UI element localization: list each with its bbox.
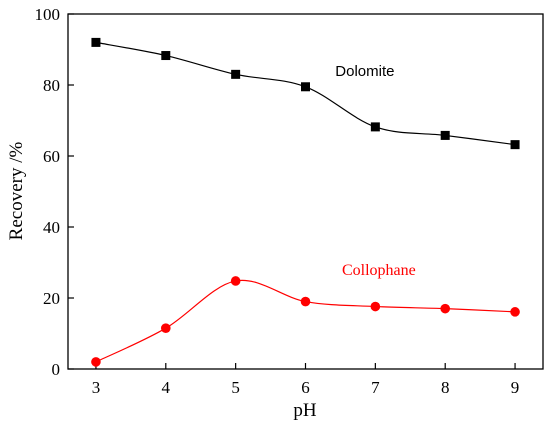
data-point — [91, 357, 101, 367]
data-point — [440, 130, 450, 140]
data-point — [370, 122, 380, 132]
data-point — [91, 37, 101, 47]
x-tick-label: 9 — [511, 378, 520, 397]
data-point — [231, 69, 241, 79]
y-axis-title: Recovery /% — [6, 142, 27, 241]
data-point — [161, 51, 171, 61]
data-point — [510, 307, 520, 317]
data-point — [301, 82, 310, 92]
x-tick-label: 8 — [441, 378, 450, 397]
series-dolomite — [91, 37, 520, 150]
series-label-collophane: Collophane — [342, 262, 416, 279]
x-axis-title: pH — [293, 400, 317, 421]
y-tick-label: 40 — [43, 218, 60, 237]
data-point — [440, 303, 451, 314]
data-point — [510, 140, 520, 150]
series-layer: Dolomite Collophane — [91, 37, 520, 367]
y-tick-label: 80 — [43, 76, 60, 95]
y-tick-label: 60 — [43, 147, 60, 166]
y-tick-label: 0 — [52, 360, 61, 379]
y-tick-label: 20 — [43, 289, 60, 308]
data-point — [160, 323, 171, 333]
axis-ticks: 3 4 5 6 7 8 9 0 20 40 60 80 100 — [35, 5, 520, 397]
series-label-dolomite: Dolomite — [335, 63, 394, 80]
x-tick-label: 4 — [162, 378, 171, 397]
data-point — [370, 301, 381, 312]
series-dolomite-line — [95, 41, 516, 146]
x-tick-label: 5 — [231, 378, 240, 397]
y-tick-label: 100 — [35, 5, 61, 24]
series-collophane-line — [95, 279, 516, 363]
x-tick-label: 6 — [301, 378, 310, 397]
plot-frame — [67, 13, 544, 370]
x-tick-label: 7 — [371, 378, 380, 397]
data-point — [230, 276, 241, 286]
series-collophane — [91, 276, 520, 367]
data-point — [300, 296, 311, 307]
x-tick-label: 3 — [92, 378, 101, 397]
